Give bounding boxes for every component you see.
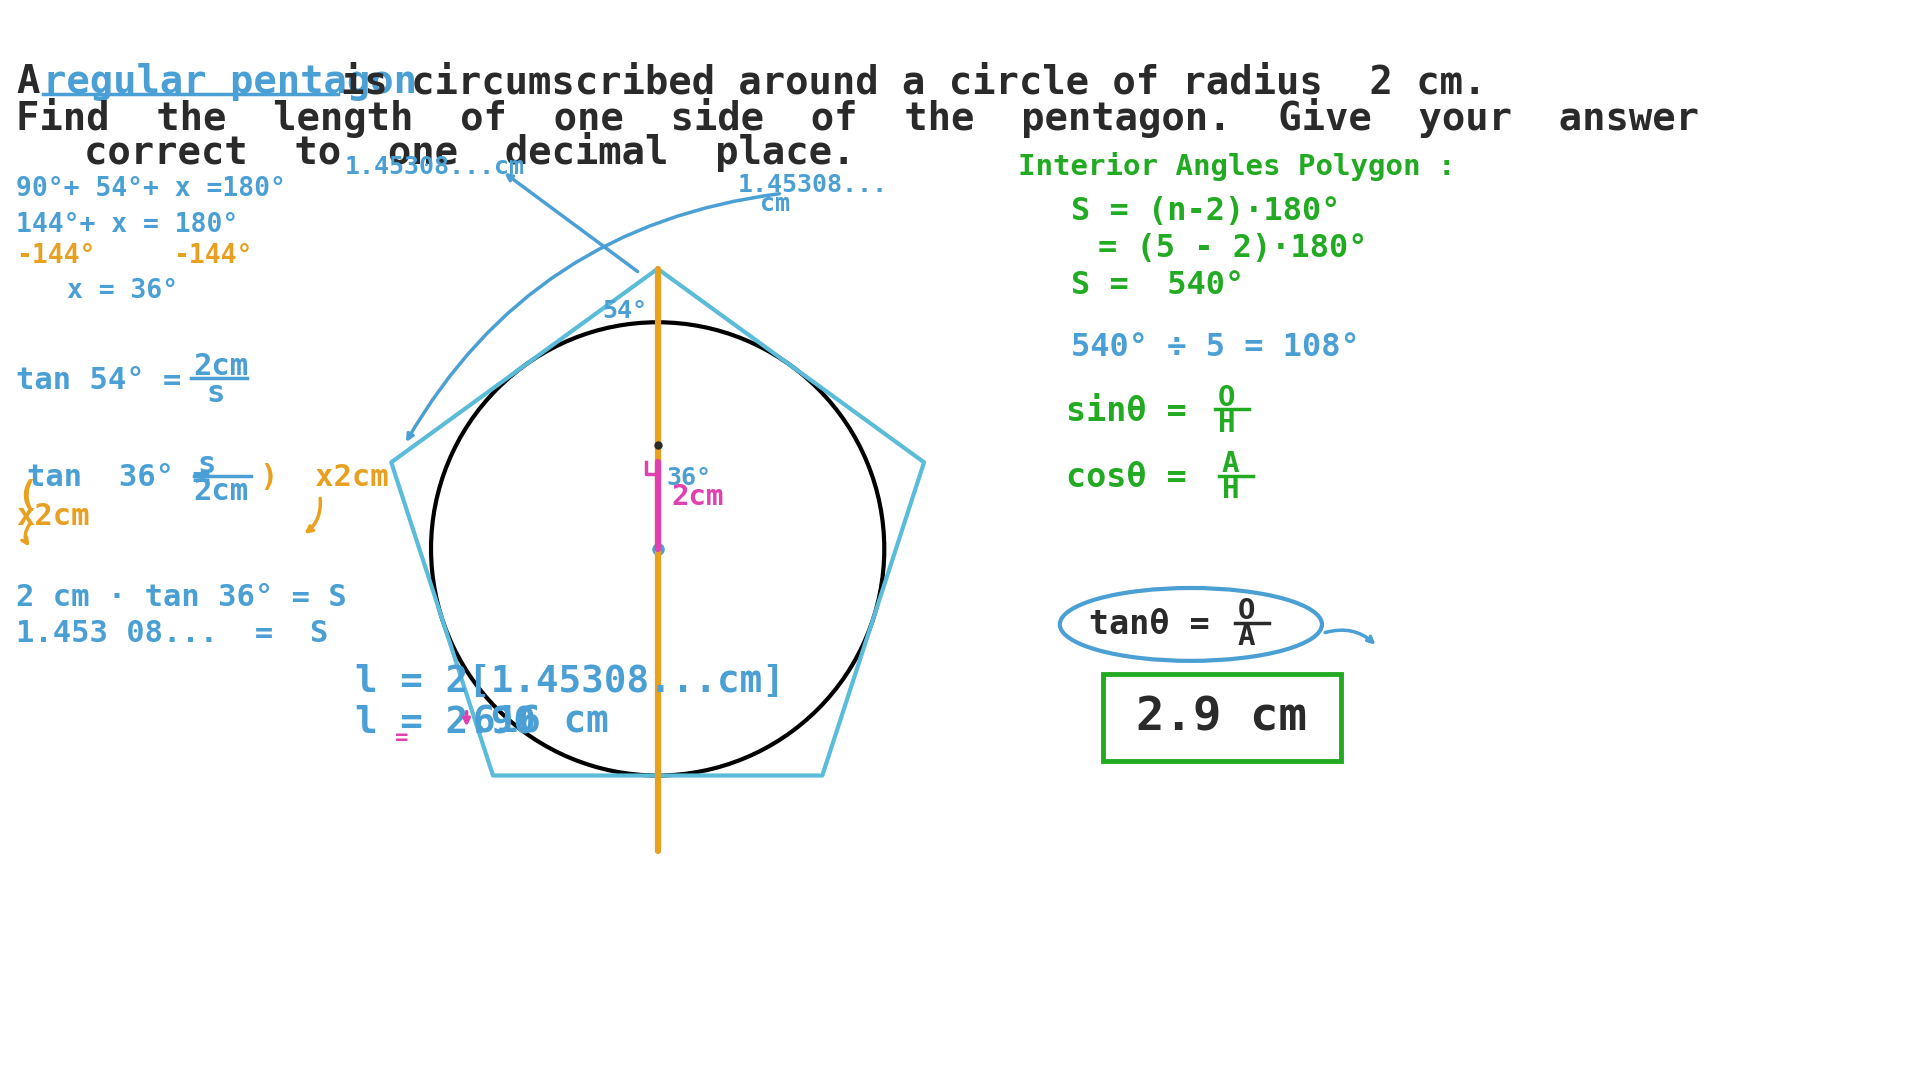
Text: )  x2cm: ) x2cm — [259, 463, 388, 492]
Text: l = 2.90: l = 2.90 — [355, 704, 536, 740]
Text: O: O — [1238, 597, 1256, 625]
Text: A: A — [1221, 450, 1240, 478]
Text: -144°: -144° — [173, 243, 253, 269]
Text: (: ( — [15, 478, 38, 513]
Text: Find  the  length  of  one  side  of  the  pentagon.  Give  your  answer: Find the length of one side of the penta… — [15, 98, 1699, 138]
Text: tan  36° =: tan 36° = — [27, 463, 211, 492]
Text: 1.45308...cm: 1.45308...cm — [346, 154, 524, 178]
Text: s: s — [205, 379, 225, 408]
Text: tanθ =: tanθ = — [1089, 608, 1210, 640]
Text: 54°: 54° — [603, 299, 647, 323]
FancyBboxPatch shape — [1102, 674, 1340, 761]
Text: = (5 - 2)·180°: = (5 - 2)·180° — [1098, 233, 1367, 264]
Text: s: s — [198, 450, 215, 478]
Text: 90°+ 54°+ x =180°: 90°+ 54°+ x =180° — [15, 176, 286, 202]
Text: 2cm: 2cm — [670, 483, 724, 511]
Text: O: O — [1217, 383, 1235, 411]
Text: S = (n-2)·180°: S = (n-2)·180° — [1071, 195, 1340, 227]
Text: 1.453 08...  =  S: 1.453 08... = S — [15, 619, 328, 648]
Text: =: = — [396, 728, 409, 748]
Text: S =  540°: S = 540° — [1071, 270, 1244, 301]
Text: 2.9 cm: 2.9 cm — [1137, 696, 1308, 740]
Text: x2cm: x2cm — [15, 501, 90, 530]
Text: 540° ÷ 5 = 108°: 540° ÷ 5 = 108° — [1071, 332, 1359, 363]
Text: is circumscribed around a circle of radius  2 cm.: is circumscribed around a circle of radi… — [342, 64, 1486, 102]
Text: correct  to  one  decimal  place.: correct to one decimal place. — [84, 132, 856, 172]
Text: cm: cm — [760, 192, 789, 216]
Text: cosθ =: cosθ = — [1066, 461, 1187, 495]
Text: sinθ =: sinθ = — [1066, 394, 1187, 428]
Text: 2cm: 2cm — [194, 476, 250, 505]
Text: 144°+ x = 180°: 144°+ x = 180° — [15, 212, 238, 238]
Text: -144°: -144° — [15, 243, 96, 269]
Text: regular pentagon: regular pentagon — [42, 64, 417, 102]
Text: l = 2[1.45308...cm]: l = 2[1.45308...cm] — [355, 664, 785, 700]
Text: A: A — [1238, 623, 1256, 651]
Text: H: H — [1221, 476, 1240, 504]
Text: x = 36°: x = 36° — [67, 279, 179, 305]
Text: A: A — [15, 64, 40, 102]
Text: 616 cm: 616 cm — [472, 704, 609, 740]
Text: 2cm: 2cm — [194, 352, 250, 381]
Text: Interior Angles Polygon :: Interior Angles Polygon : — [1018, 152, 1455, 181]
Text: 1.45308...: 1.45308... — [737, 173, 887, 197]
Text: tan 54° =: tan 54° = — [15, 365, 180, 394]
Text: H: H — [1217, 409, 1235, 437]
Text: 2 cm · tan 36° = S: 2 cm · tan 36° = S — [15, 583, 348, 612]
Text: 36°: 36° — [666, 465, 712, 490]
